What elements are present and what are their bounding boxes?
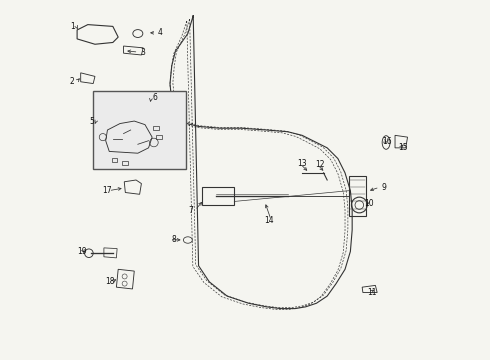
Text: 7: 7 (189, 206, 194, 215)
Text: 8: 8 (172, 235, 176, 244)
Bar (112, 158, 118, 162)
Text: 17: 17 (102, 186, 112, 195)
Text: 4: 4 (158, 28, 163, 37)
Text: 13: 13 (297, 159, 307, 168)
Text: 2: 2 (70, 77, 74, 86)
Bar (156, 135, 162, 139)
Text: 10: 10 (365, 199, 374, 208)
Text: 3: 3 (140, 48, 145, 57)
Text: 15: 15 (398, 143, 408, 152)
Text: 19: 19 (77, 247, 87, 256)
Text: 12: 12 (315, 161, 324, 170)
Text: 5: 5 (90, 117, 95, 126)
Text: 6: 6 (152, 93, 157, 102)
Text: 11: 11 (367, 288, 376, 297)
Text: 18: 18 (106, 277, 115, 286)
Text: 9: 9 (381, 183, 386, 192)
Bar (153, 126, 159, 130)
Text: 14: 14 (265, 216, 274, 225)
FancyBboxPatch shape (93, 91, 186, 169)
Bar (122, 161, 128, 165)
Text: 16: 16 (383, 137, 392, 146)
Text: 1: 1 (70, 22, 74, 31)
